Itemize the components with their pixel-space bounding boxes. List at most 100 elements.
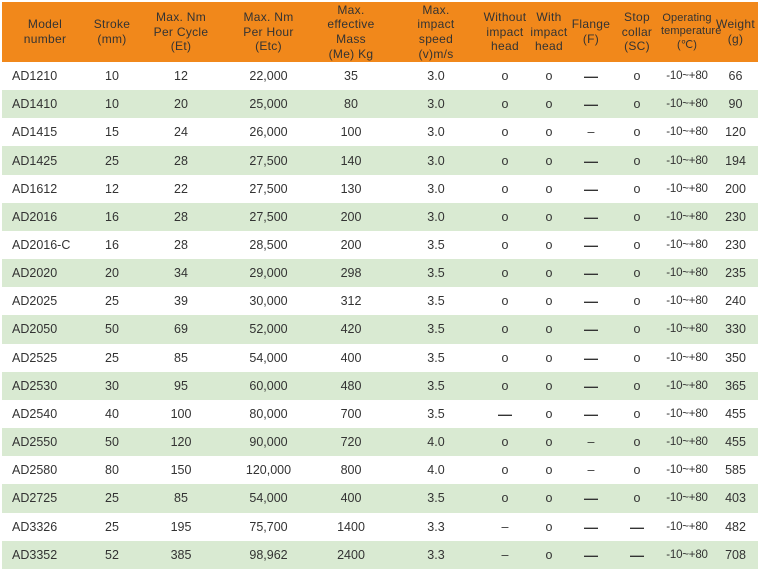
cell-speed: 3.0 (427, 181, 445, 196)
cell-flange: — (584, 208, 598, 225)
table-row: AD2525 25 85 54,000 400 3.5 o o — o -10~+80 350 (2, 344, 758, 372)
cell-stop_collar: o (633, 69, 641, 84)
cell-without_head: o (501, 491, 509, 506)
cell-stroke: 50 (105, 435, 119, 450)
cell-stroke: 10 (105, 97, 119, 112)
cell-stop_collar: o (633, 181, 641, 196)
cell-flange: — (584, 265, 598, 282)
cell-flange: — (584, 180, 598, 197)
cell-weight: 235 (725, 266, 746, 281)
cell-with_head: o (545, 153, 553, 168)
cell-speed: 3.5 (427, 294, 445, 309)
cell-temp: -10~+80 (666, 239, 708, 252)
cell-me: 700 (340, 406, 362, 421)
column-header-temp: Operating temperature (℃) (661, 2, 721, 62)
cell-temp: -10~+80 (666, 464, 708, 477)
column-header-weight: Weight (g) (713, 2, 758, 62)
cell-weight: 120 (725, 125, 746, 140)
cell-etc: 75,700 (249, 519, 288, 534)
cell-stroke: 25 (105, 294, 119, 309)
cell-me: 140 (340, 153, 362, 168)
cell-flange: — (584, 405, 598, 422)
cell-et: 39 (174, 294, 188, 309)
cell-model: AD1425 (12, 153, 58, 168)
cell-model: AD2725 (12, 491, 58, 506)
cell-model: AD2530 (12, 378, 58, 393)
cell-temp: -10~+80 (666, 492, 708, 505)
cell-stroke: 30 (105, 378, 119, 393)
cell-stop_collar: o (633, 350, 641, 365)
cell-without_head: o (501, 153, 509, 168)
cell-weight: 403 (725, 491, 746, 506)
cell-stroke: 12 (105, 181, 119, 196)
cell-etc: 80,000 (249, 406, 288, 421)
cell-weight: 194 (725, 153, 746, 168)
table-row: AD1210 10 12 22,000 35 3.0 o o — o -10~+80 66 (2, 62, 758, 90)
cell-temp: -10~+80 (666, 70, 708, 83)
table-row: AD2016-C 16 28 28,500 200 3.5 o o — o -10~+80 230 (2, 231, 758, 259)
cell-model: AD1415 (12, 125, 58, 140)
cell-et: 120 (170, 435, 192, 450)
cell-weight: 66 (728, 69, 743, 84)
cell-temp: -10~+80 (666, 154, 708, 167)
cell-model: AD2016 (12, 209, 58, 224)
cell-flange: — (584, 68, 598, 85)
cell-temp: -10~+80 (666, 548, 708, 561)
cell-temp: -10~+80 (666, 126, 708, 139)
cell-et: 85 (174, 491, 188, 506)
cell-etc: 60,000 (249, 378, 288, 393)
table-row: AD3326 25 195 75,700 1400 3.3 – o — — -10~+80 482 (2, 513, 758, 541)
cell-etc: 30,000 (249, 294, 288, 309)
cell-model: AD2050 (12, 322, 58, 337)
cell-flange: – (587, 435, 595, 450)
cell-flange: — (584, 321, 598, 338)
cell-stroke: 80 (105, 463, 119, 478)
cell-temp: -10~+80 (666, 351, 708, 364)
cell-me: 400 (340, 491, 362, 506)
cell-without_head: — (498, 405, 512, 422)
cell-stop_collar: o (633, 491, 641, 506)
cell-with_head: o (545, 238, 553, 253)
cell-et: 150 (170, 463, 192, 478)
cell-etc: 29,000 (249, 266, 288, 281)
cell-without_head: – (501, 519, 509, 534)
table-row: AD2016 16 28 27,500 200 3.0 o o — o -10~+80 230 (2, 202, 758, 231)
cell-stop_collar: — (630, 546, 644, 563)
cell-model: AD2580 (12, 463, 58, 478)
cell-with_head: o (545, 519, 553, 534)
cell-stop_collar: o (633, 209, 641, 224)
cell-me: 200 (340, 238, 362, 253)
cell-et: 28 (174, 209, 188, 224)
column-header-stroke: Stroke (mm) (88, 2, 136, 62)
cell-with_head: o (545, 435, 553, 450)
cell-stroke: 16 (105, 238, 119, 253)
cell-weight: 200 (725, 181, 746, 196)
column-header-me: Max. effective Mass (Me) Kg (311, 2, 391, 62)
cell-me: 420 (340, 322, 362, 337)
cell-speed: 4.0 (427, 435, 445, 450)
cell-et: 195 (170, 519, 192, 534)
cell-stroke: 16 (105, 209, 119, 224)
cell-speed: 3.0 (427, 209, 445, 224)
cell-speed: 3.5 (427, 322, 445, 337)
cell-speed: 3.0 (427, 69, 445, 84)
cell-without_head: o (501, 435, 509, 450)
cell-et: 385 (170, 547, 192, 562)
cell-with_head: o (545, 294, 553, 309)
cell-stroke: 25 (105, 153, 119, 168)
cell-model: AD2525 (12, 350, 58, 365)
cell-stop_collar: o (633, 378, 641, 393)
cell-without_head: – (501, 547, 509, 562)
column-header-et: Max. Nm Per Cycle (Et) (136, 2, 226, 62)
cell-speed: 3.5 (427, 378, 445, 393)
cell-me: 800 (340, 463, 362, 478)
table-row: AD1612 12 22 27,500 130 3.0 o o — o -10~+80 200 (2, 175, 758, 203)
cell-model: AD2550 (12, 435, 58, 450)
cell-me: 35 (344, 69, 358, 84)
cell-model: AD2025 (12, 294, 58, 309)
cell-weight: 230 (725, 209, 746, 224)
cell-et: 85 (174, 350, 188, 365)
cell-me: 200 (340, 209, 362, 224)
cell-etc: 54,000 (249, 491, 288, 506)
